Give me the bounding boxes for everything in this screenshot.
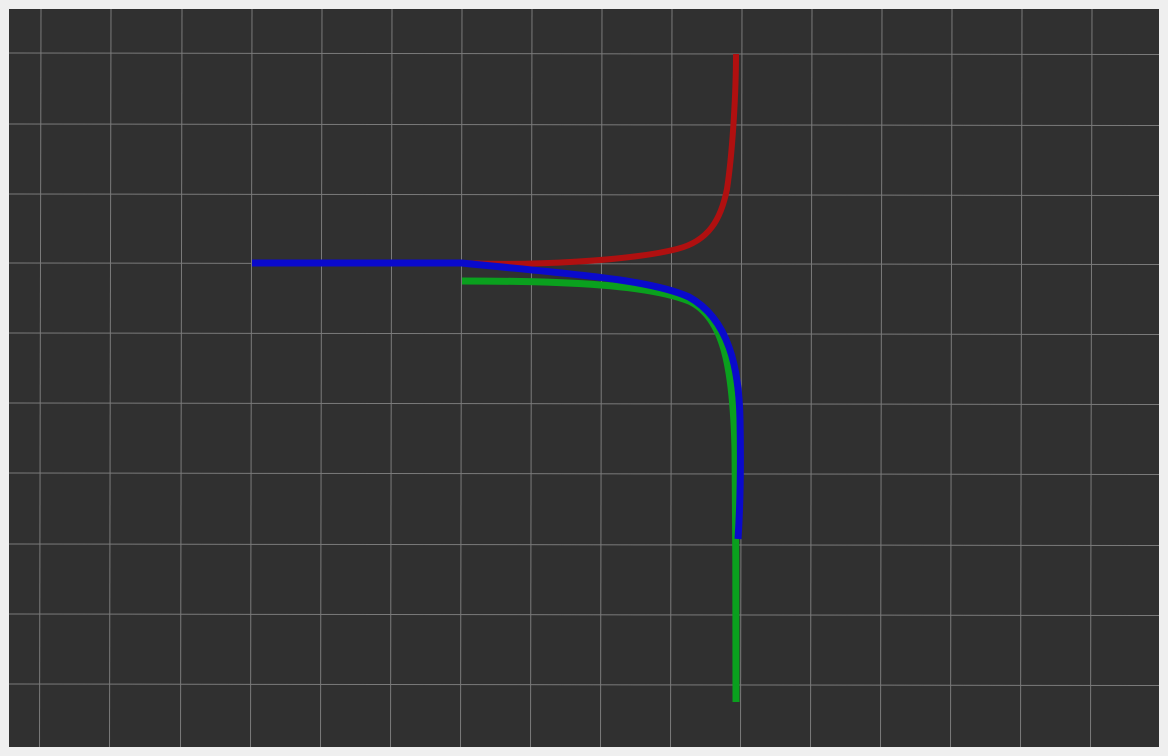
red-trajectory-path — [461, 53, 739, 267]
grid-line-vertical — [530, 9, 533, 747]
grid-line-vertical — [460, 9, 463, 747]
grid-line-vertical — [740, 9, 743, 747]
grid-line-vertical — [950, 9, 953, 747]
grid-line-vertical — [390, 9, 393, 747]
grid-line-vertical — [250, 9, 253, 747]
grid-line-horizontal — [9, 123, 1159, 126]
grid-line-vertical — [810, 9, 813, 747]
grid-line-vertical — [180, 9, 183, 747]
grid-line-vertical — [600, 9, 603, 747]
grid-line-horizontal — [9, 613, 1159, 616]
blue-trajectory-path — [252, 259, 744, 540]
grid-line-horizontal — [9, 683, 1159, 686]
grid-line-vertical — [39, 9, 42, 747]
ground-grid — [9, 9, 1159, 747]
grid-line-horizontal — [9, 193, 1159, 196]
scene-canvas[interactable] — [9, 9, 1159, 747]
grid-line-vertical — [670, 9, 673, 747]
grid-line-horizontal — [9, 402, 1159, 405]
grid-line-vertical — [1090, 9, 1093, 747]
grid-line-vertical — [1020, 9, 1023, 747]
grid-line-horizontal — [9, 332, 1159, 335]
3d-viewport[interactable] — [9, 9, 1159, 747]
grid-line-horizontal — [9, 472, 1159, 475]
grid-line-horizontal — [9, 543, 1159, 546]
green-trajectory-path — [461, 277, 740, 703]
grid-line-vertical — [109, 9, 112, 747]
grid-line-vertical — [880, 9, 883, 747]
grid-line-vertical — [320, 9, 323, 747]
grid-line-horizontal — [9, 52, 1159, 55]
